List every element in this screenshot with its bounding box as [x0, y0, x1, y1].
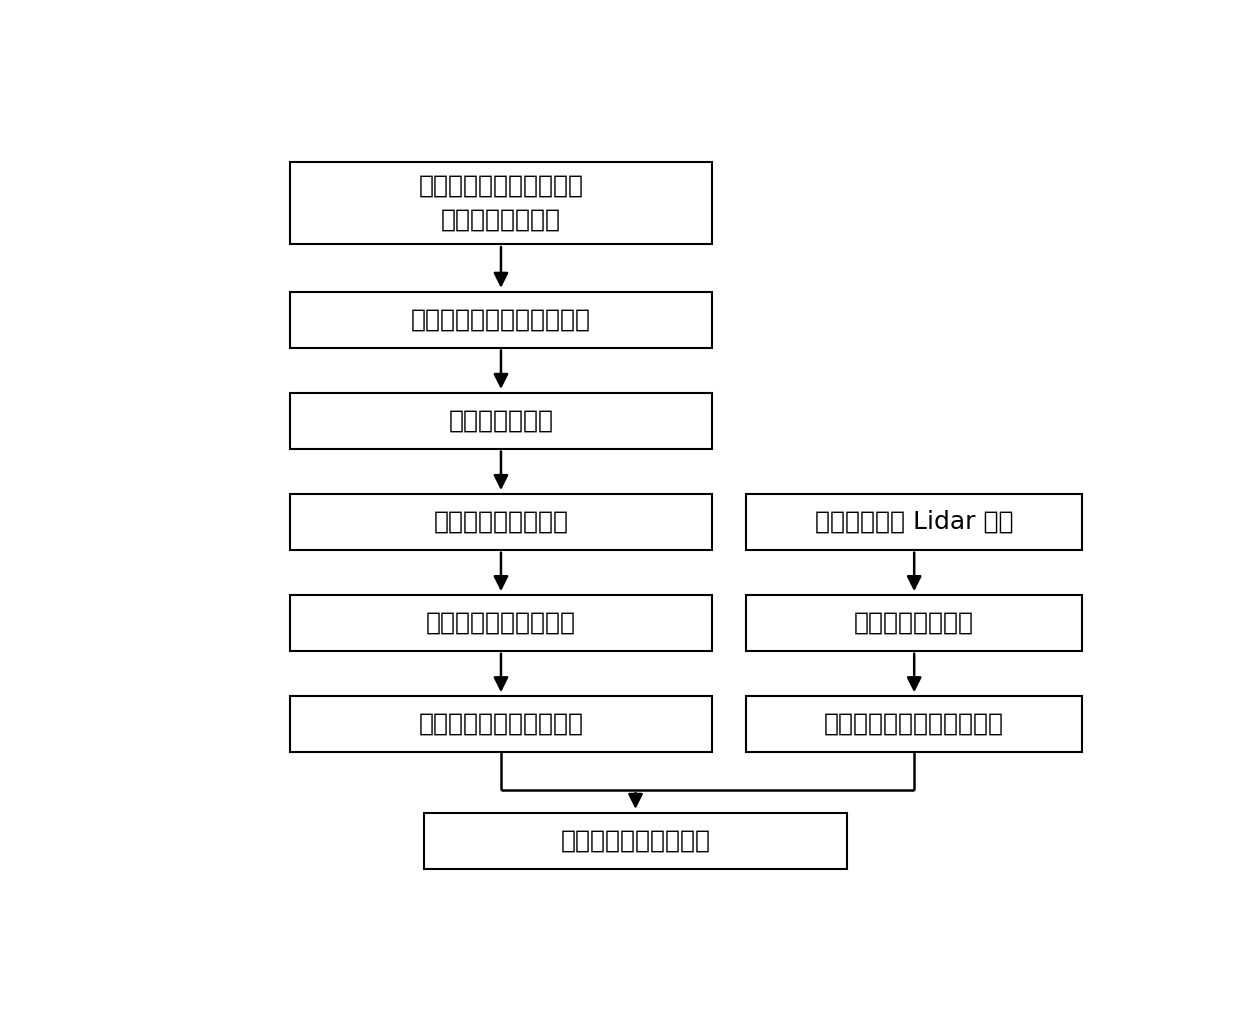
Text: 对沟渠进行等级划分: 对沟渠进行等级划分 — [434, 510, 568, 533]
FancyBboxPatch shape — [289, 595, 712, 650]
FancyBboxPatch shape — [746, 494, 1083, 549]
Text: 平原灌区泵闸区分判断: 平原灌区泵闸区分判断 — [560, 828, 711, 852]
FancyBboxPatch shape — [424, 813, 847, 869]
Text: 得到研究区泵闸点的位置: 得到研究区泵闸点的位置 — [418, 712, 584, 736]
Text: 不同等级沟渠进行相交: 不同等级沟渠进行相交 — [427, 611, 575, 635]
FancyBboxPatch shape — [746, 595, 1083, 650]
FancyBboxPatch shape — [289, 292, 712, 347]
FancyBboxPatch shape — [289, 494, 712, 549]
FancyBboxPatch shape — [746, 696, 1083, 751]
Text: 进行水文模块分析: 进行水文模块分析 — [854, 611, 975, 635]
Text: 有流向的沟渠网络矢量数据: 有流向的沟渠网络矢量数据 — [825, 712, 1004, 736]
FancyBboxPatch shape — [289, 393, 712, 448]
Text: 获取研究区的 Lidar 数据: 获取研究区的 Lidar 数据 — [815, 510, 1013, 533]
Text: 提取研究区沟渠分布矢量图: 提取研究区沟渠分布矢量图 — [410, 307, 591, 331]
Text: 提取沟渠中心线: 提取沟渠中心线 — [449, 409, 553, 432]
FancyBboxPatch shape — [289, 696, 712, 751]
FancyBboxPatch shape — [289, 162, 712, 243]
Text: 获取研究区（平原灌区）
高分二号遥感影像: 获取研究区（平原灌区） 高分二号遥感影像 — [418, 174, 584, 231]
